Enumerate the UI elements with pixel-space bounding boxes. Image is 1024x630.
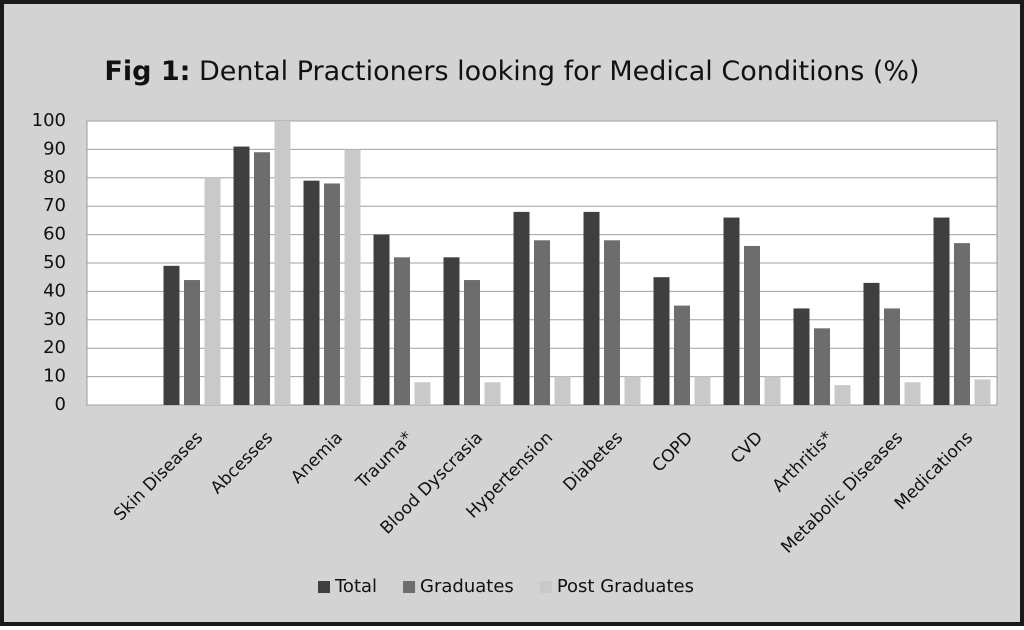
bar bbox=[694, 376, 711, 405]
bar bbox=[744, 245, 760, 405]
bar bbox=[204, 177, 221, 405]
legend-label: Total bbox=[334, 576, 377, 597]
bar bbox=[814, 328, 830, 405]
y-tick-label: 20 bbox=[43, 337, 66, 358]
legend-swatch bbox=[318, 581, 330, 593]
bar bbox=[834, 385, 851, 405]
bar bbox=[414, 382, 431, 405]
bar bbox=[484, 382, 501, 405]
bar bbox=[723, 217, 740, 405]
bar bbox=[624, 376, 641, 405]
y-tick-label: 40 bbox=[43, 280, 66, 301]
legend-swatch bbox=[403, 581, 416, 593]
bar bbox=[933, 217, 950, 405]
legend-label: Graduates bbox=[420, 576, 514, 597]
bar bbox=[184, 280, 200, 405]
bar bbox=[884, 308, 900, 405]
bar bbox=[604, 240, 620, 405]
bar bbox=[373, 234, 390, 405]
bar bbox=[163, 265, 180, 405]
bar bbox=[793, 308, 810, 405]
bar bbox=[464, 280, 480, 405]
bar bbox=[233, 146, 250, 405]
title-text: Dental Practioners looking for Medical C… bbox=[199, 56, 920, 87]
bar bbox=[443, 257, 460, 405]
y-tick-label: 100 bbox=[32, 110, 66, 131]
bar bbox=[513, 211, 530, 405]
legend-label: Post Graduates bbox=[557, 576, 694, 597]
bar bbox=[303, 180, 320, 405]
bar bbox=[274, 121, 291, 405]
y-tick-label: 50 bbox=[43, 252, 66, 273]
bar bbox=[554, 376, 571, 405]
bar bbox=[863, 282, 880, 405]
y-tick-label: 70 bbox=[43, 195, 66, 216]
y-tick-label: 80 bbox=[43, 167, 66, 188]
bar bbox=[954, 243, 970, 405]
bar bbox=[653, 277, 670, 405]
bar bbox=[583, 211, 600, 405]
bar bbox=[534, 240, 550, 405]
bar bbox=[764, 376, 781, 405]
title-label: Fig 1: bbox=[104, 56, 190, 87]
bar bbox=[254, 152, 270, 405]
bar bbox=[974, 379, 991, 405]
chart-title: Fig 1: Dental Practioners looking for Me… bbox=[104, 56, 919, 87]
y-tick-label: 90 bbox=[43, 138, 66, 159]
bar bbox=[394, 257, 410, 405]
bar bbox=[674, 305, 690, 405]
y-tick-label: 0 bbox=[55, 394, 66, 415]
y-tick-label: 10 bbox=[43, 366, 66, 387]
y-tick-label: 60 bbox=[43, 224, 66, 245]
bar bbox=[324, 183, 340, 405]
bar bbox=[904, 382, 921, 405]
bar bbox=[344, 149, 361, 405]
y-tick-label: 30 bbox=[43, 309, 66, 330]
legend-swatch bbox=[539, 581, 552, 593]
